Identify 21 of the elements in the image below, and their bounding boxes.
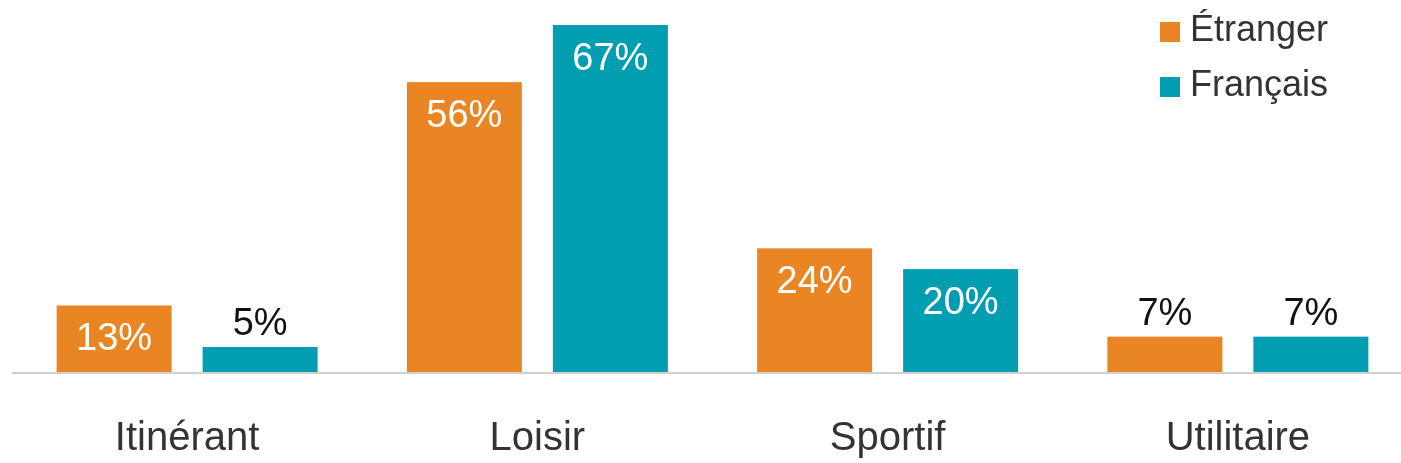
bar xyxy=(202,347,318,373)
x-tick-label: Sportif xyxy=(829,414,947,458)
data-label: 67% xyxy=(572,36,649,78)
bar xyxy=(1107,336,1223,373)
bar xyxy=(757,248,873,373)
bar xyxy=(903,269,1019,373)
x-tick-label: Itinérant xyxy=(114,414,260,458)
data-label: 56% xyxy=(426,93,503,136)
x-tick-label: Utilitaire xyxy=(1165,414,1311,458)
data-label: 24% xyxy=(776,259,853,302)
data-label: 5% xyxy=(232,301,288,344)
data-label: 7% xyxy=(1283,290,1339,333)
data-label: 13% xyxy=(76,316,153,359)
bar xyxy=(552,25,668,373)
legend-label: Français xyxy=(1190,63,1329,104)
data-label: 20% xyxy=(922,280,999,323)
bar xyxy=(406,82,522,373)
x-tick-label: Loisir xyxy=(489,414,586,458)
bar xyxy=(1253,336,1369,373)
data-label: 7% xyxy=(1137,290,1193,333)
legend-label: Étranger xyxy=(1190,8,1329,49)
